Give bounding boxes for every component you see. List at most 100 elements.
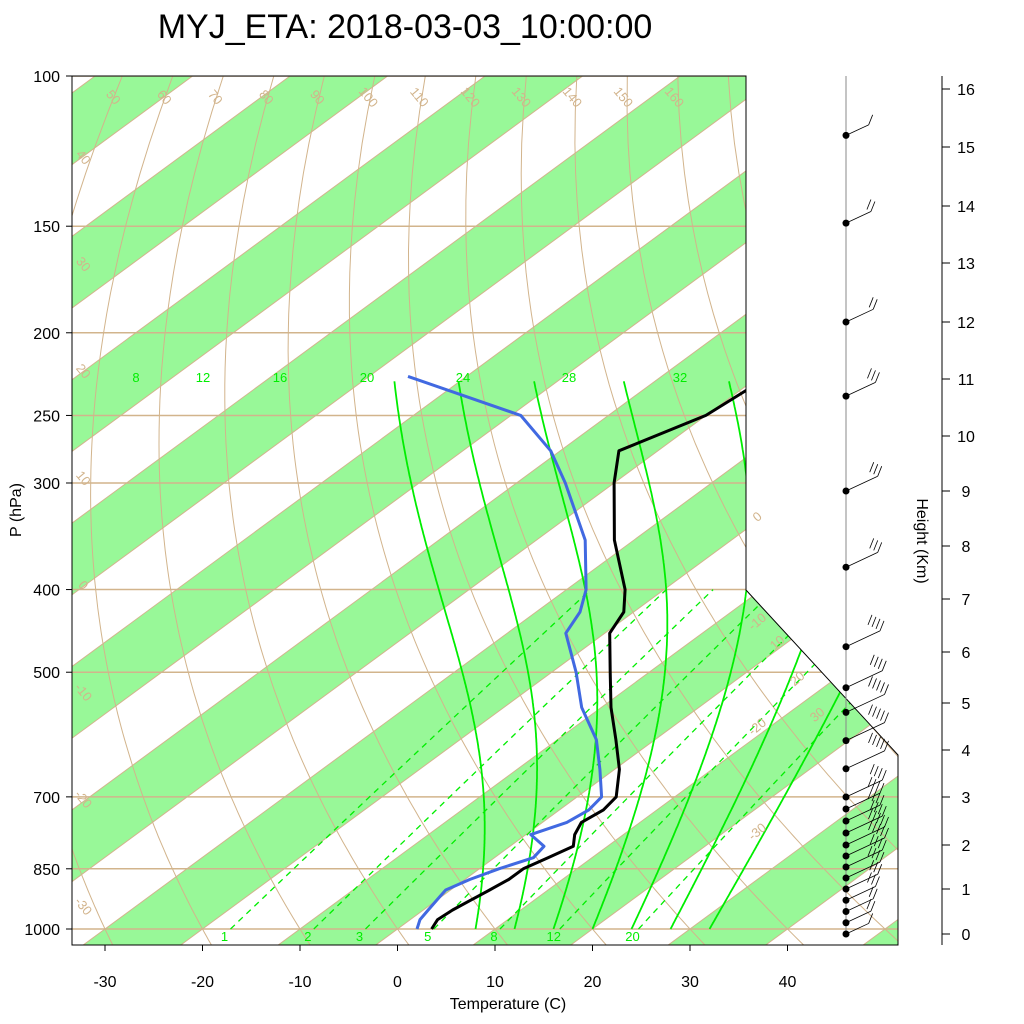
dry-band — [72, 76, 636, 945]
wind-barb-flag — [866, 199, 872, 210]
wind-barb-flag — [880, 682, 885, 693]
wind-barb — [845, 873, 878, 890]
dry-adiabat-line — [465, 76, 807, 945]
dewpoint-profile — [407, 374, 604, 930]
y-tick-label: 700 — [33, 790, 60, 807]
moist-adiabat-line — [591, 381, 669, 930]
moist-adiabat-label: 24 — [456, 370, 470, 385]
height-tick-label: 2 — [962, 838, 971, 855]
wind-barb-flag — [880, 710, 885, 721]
height-tick-label: 8 — [962, 539, 971, 556]
wind-barb — [845, 792, 881, 810]
wind-barb-flag — [877, 658, 883, 669]
wind-barb — [845, 670, 883, 689]
wind-barb — [845, 211, 872, 224]
moist-adiabat-line — [533, 381, 599, 930]
moist-adiabat-label: 8 — [132, 370, 139, 385]
mixing-ratio-line — [559, 589, 889, 930]
dry-band — [470, 76, 898, 945]
wind-barb-flag — [867, 846, 873, 857]
wind-barb-flag — [881, 805, 887, 817]
height-tick-label: 14 — [957, 199, 975, 216]
dry-adiabat-line — [348, 76, 609, 945]
wind-barb — [845, 898, 874, 912]
wind-barb-flag — [867, 789, 873, 800]
height-tick-label: 0 — [962, 927, 971, 944]
wind-barb-flag — [879, 852, 885, 863]
wind-barb-flag — [872, 810, 877, 822]
wind-barb-flag — [875, 793, 881, 804]
y-tick-label: 500 — [33, 665, 60, 682]
dry-adiabat-label: 110 — [407, 84, 432, 110]
wind-barb-flag — [884, 740, 889, 751]
wind-barb-flag — [876, 823, 881, 835]
wind-barb-flag — [868, 704, 873, 715]
isotherm-line — [80, 76, 898, 945]
height-tick-label: 11 — [958, 372, 975, 389]
y-tick-label: 200 — [33, 326, 60, 343]
wind-barb-flag — [880, 738, 885, 749]
wind-barb-flag — [876, 736, 881, 747]
height-tick-label: 12 — [957, 315, 975, 332]
wind-barb — [845, 308, 874, 323]
wind-barb-flag — [872, 734, 877, 745]
wind-barb-flag — [880, 814, 885, 826]
wind-barb-flag — [869, 538, 875, 549]
dry-band — [72, 76, 831, 945]
wind-barb-flag — [868, 886, 874, 897]
dry-adiabat-line — [158, 76, 312, 945]
mixing-ratio-line — [313, 589, 667, 930]
wind-barb-flag — [875, 618, 881, 630]
mixing-ratio-label: 20 — [625, 929, 639, 944]
wind-barb-flag — [877, 542, 883, 553]
height-tick-label: 4 — [962, 743, 971, 760]
mixing-ratio-label: 1 — [221, 929, 228, 944]
moist-adiabats — [393, 381, 898, 930]
wind-barb — [845, 837, 885, 857]
wind-barb — [845, 382, 876, 397]
wind-barb-flag — [869, 833, 875, 845]
dry-adiabat-line — [90, 76, 214, 945]
wind-barb-flag — [877, 803, 883, 815]
wind-barb — [845, 630, 881, 648]
height-axis-label: Height (Km) — [913, 498, 930, 583]
x-axis-label: Temperature (C) — [450, 996, 566, 1013]
wind-barb — [845, 552, 878, 568]
height-tick-label: 10 — [957, 429, 975, 446]
isotherm-line — [72, 76, 831, 945]
isotherm-line — [372, 76, 898, 945]
wind-barb-flag — [877, 767, 883, 779]
wind-barb-flag — [881, 839, 887, 851]
wind-barb-flag — [871, 616, 877, 628]
dry-adiabat-line — [287, 76, 510, 945]
wind-barb-flag — [872, 821, 877, 833]
wind-barb-flag — [884, 827, 889, 839]
x-tick-label: 10 — [486, 974, 504, 991]
mixing-ratio-label: 5 — [424, 929, 431, 944]
wind-barb-flag — [879, 783, 885, 794]
wind-barb — [845, 923, 869, 935]
wind-barb-flag — [867, 368, 872, 379]
wind-barb-flag — [872, 706, 877, 717]
wind-barb-flag — [868, 114, 874, 125]
temperature-profile — [430, 375, 770, 930]
isotherm-line — [72, 76, 539, 945]
isotherm-line — [470, 76, 898, 945]
wind-barb — [845, 849, 883, 868]
wind-barb-flag — [884, 684, 889, 695]
dry-band — [275, 76, 898, 945]
dry-adiabat-line — [923, 37, 1024, 947]
wind-barb-flag — [875, 781, 881, 792]
wind-barb — [845, 804, 881, 822]
wind-barb-flag — [877, 466, 883, 477]
wind-barb — [845, 722, 885, 741]
mixing-ratio-line — [365, 589, 714, 930]
mixing-ratio-label: 12 — [547, 929, 561, 944]
x-tick-label: 40 — [779, 974, 797, 991]
isotherm-line — [72, 76, 898, 945]
wind-barb-flag — [875, 876, 880, 887]
wind-barb-flag — [867, 872, 872, 883]
moist-adiabat-label: 32 — [673, 370, 687, 385]
